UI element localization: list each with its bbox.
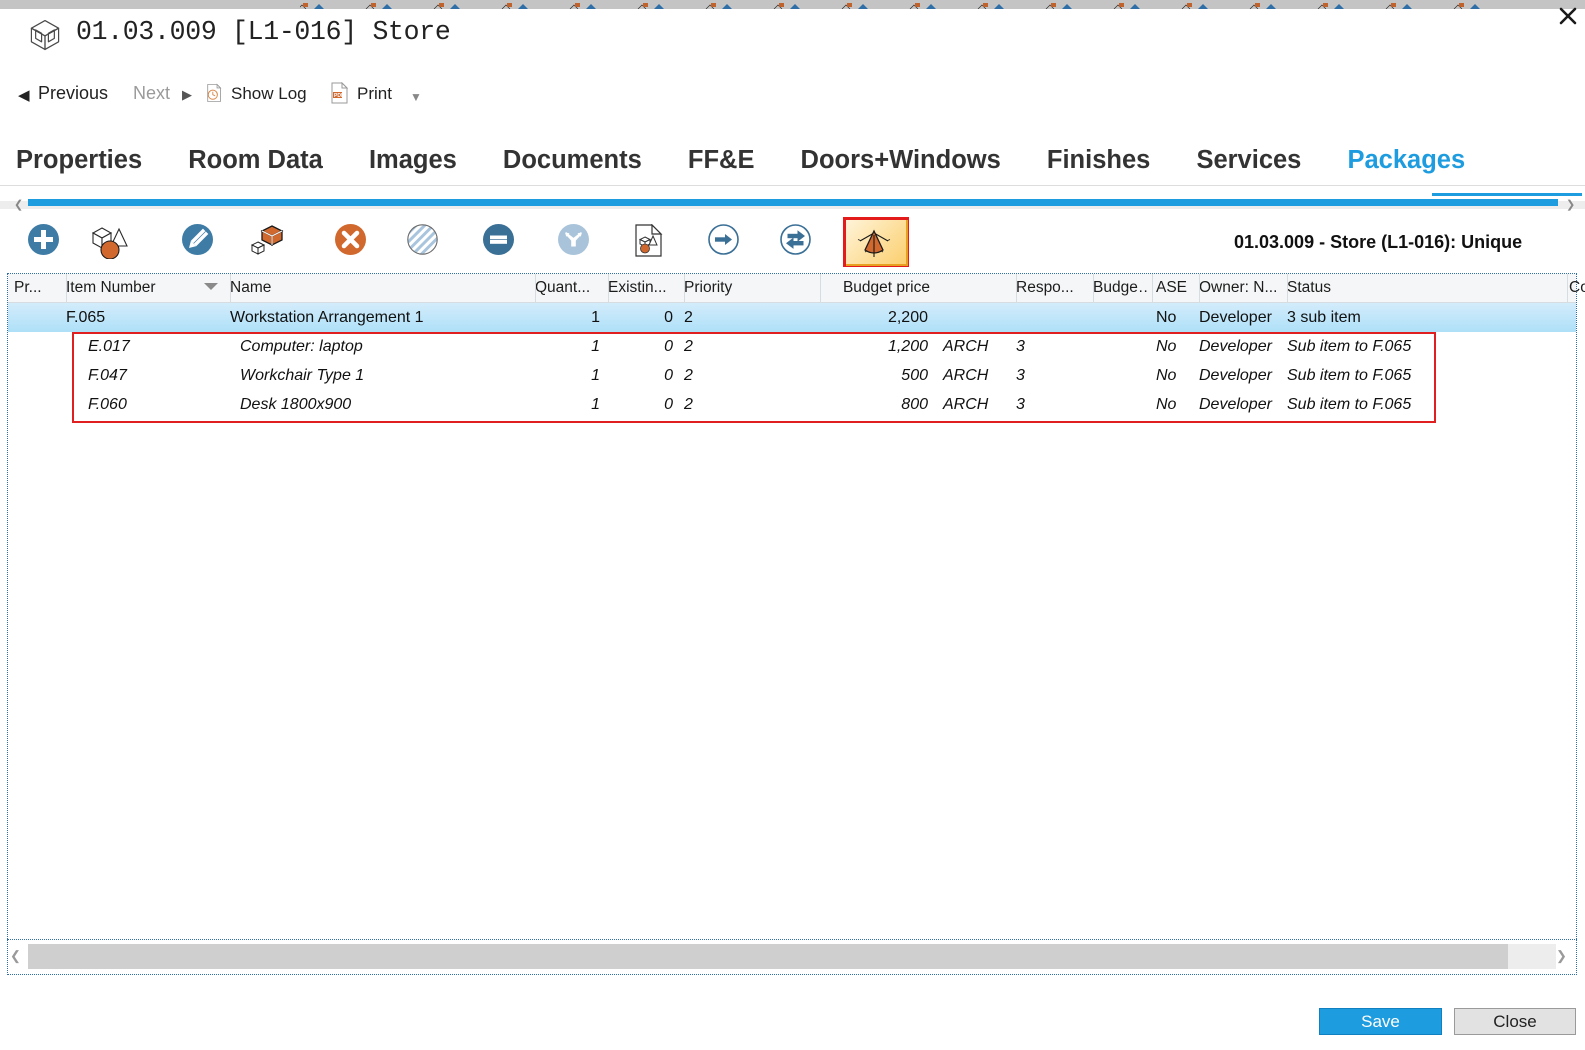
svg-text:PDF: PDF	[334, 93, 344, 99]
